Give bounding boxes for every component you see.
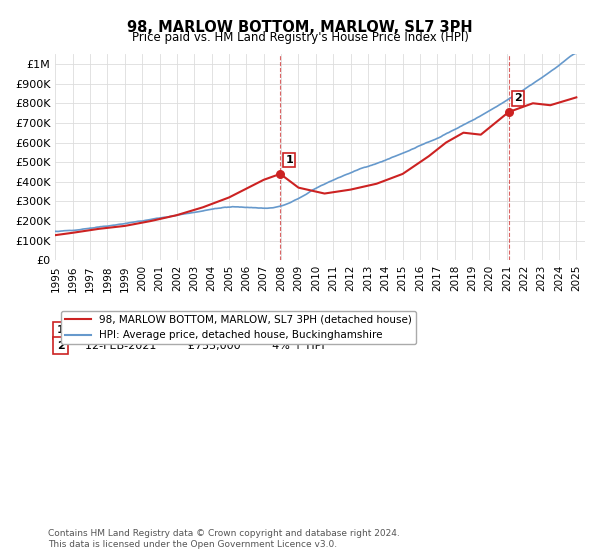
- Text: 12-DEC-2007         £440,000         12% ↓ HPI: 12-DEC-2007 £440,000 12% ↓ HPI: [71, 325, 334, 335]
- Point: [275, 170, 285, 179]
- Text: Price paid vs. HM Land Registry's House Price Index (HPI): Price paid vs. HM Land Registry's House …: [131, 31, 469, 44]
- Text: 2: 2: [514, 94, 521, 103]
- Text: 98, MARLOW BOTTOM, MARLOW, SL7 3PH: 98, MARLOW BOTTOM, MARLOW, SL7 3PH: [127, 20, 473, 35]
- Text: 1: 1: [57, 325, 65, 335]
- Legend: 98, MARLOW BOTTOM, MARLOW, SL7 3PH (detached house), HPI: Average price, detache: 98, MARLOW BOTTOM, MARLOW, SL7 3PH (deta…: [61, 311, 416, 344]
- Point: [504, 108, 514, 116]
- Text: Contains HM Land Registry data © Crown copyright and database right 2024.
This d: Contains HM Land Registry data © Crown c…: [48, 529, 400, 549]
- Text: 1: 1: [286, 155, 293, 165]
- Text: 2: 2: [57, 341, 65, 351]
- Text: 12-FEB-2021         £755,000         4% ↑ HPI: 12-FEB-2021 £755,000 4% ↑ HPI: [71, 341, 325, 351]
